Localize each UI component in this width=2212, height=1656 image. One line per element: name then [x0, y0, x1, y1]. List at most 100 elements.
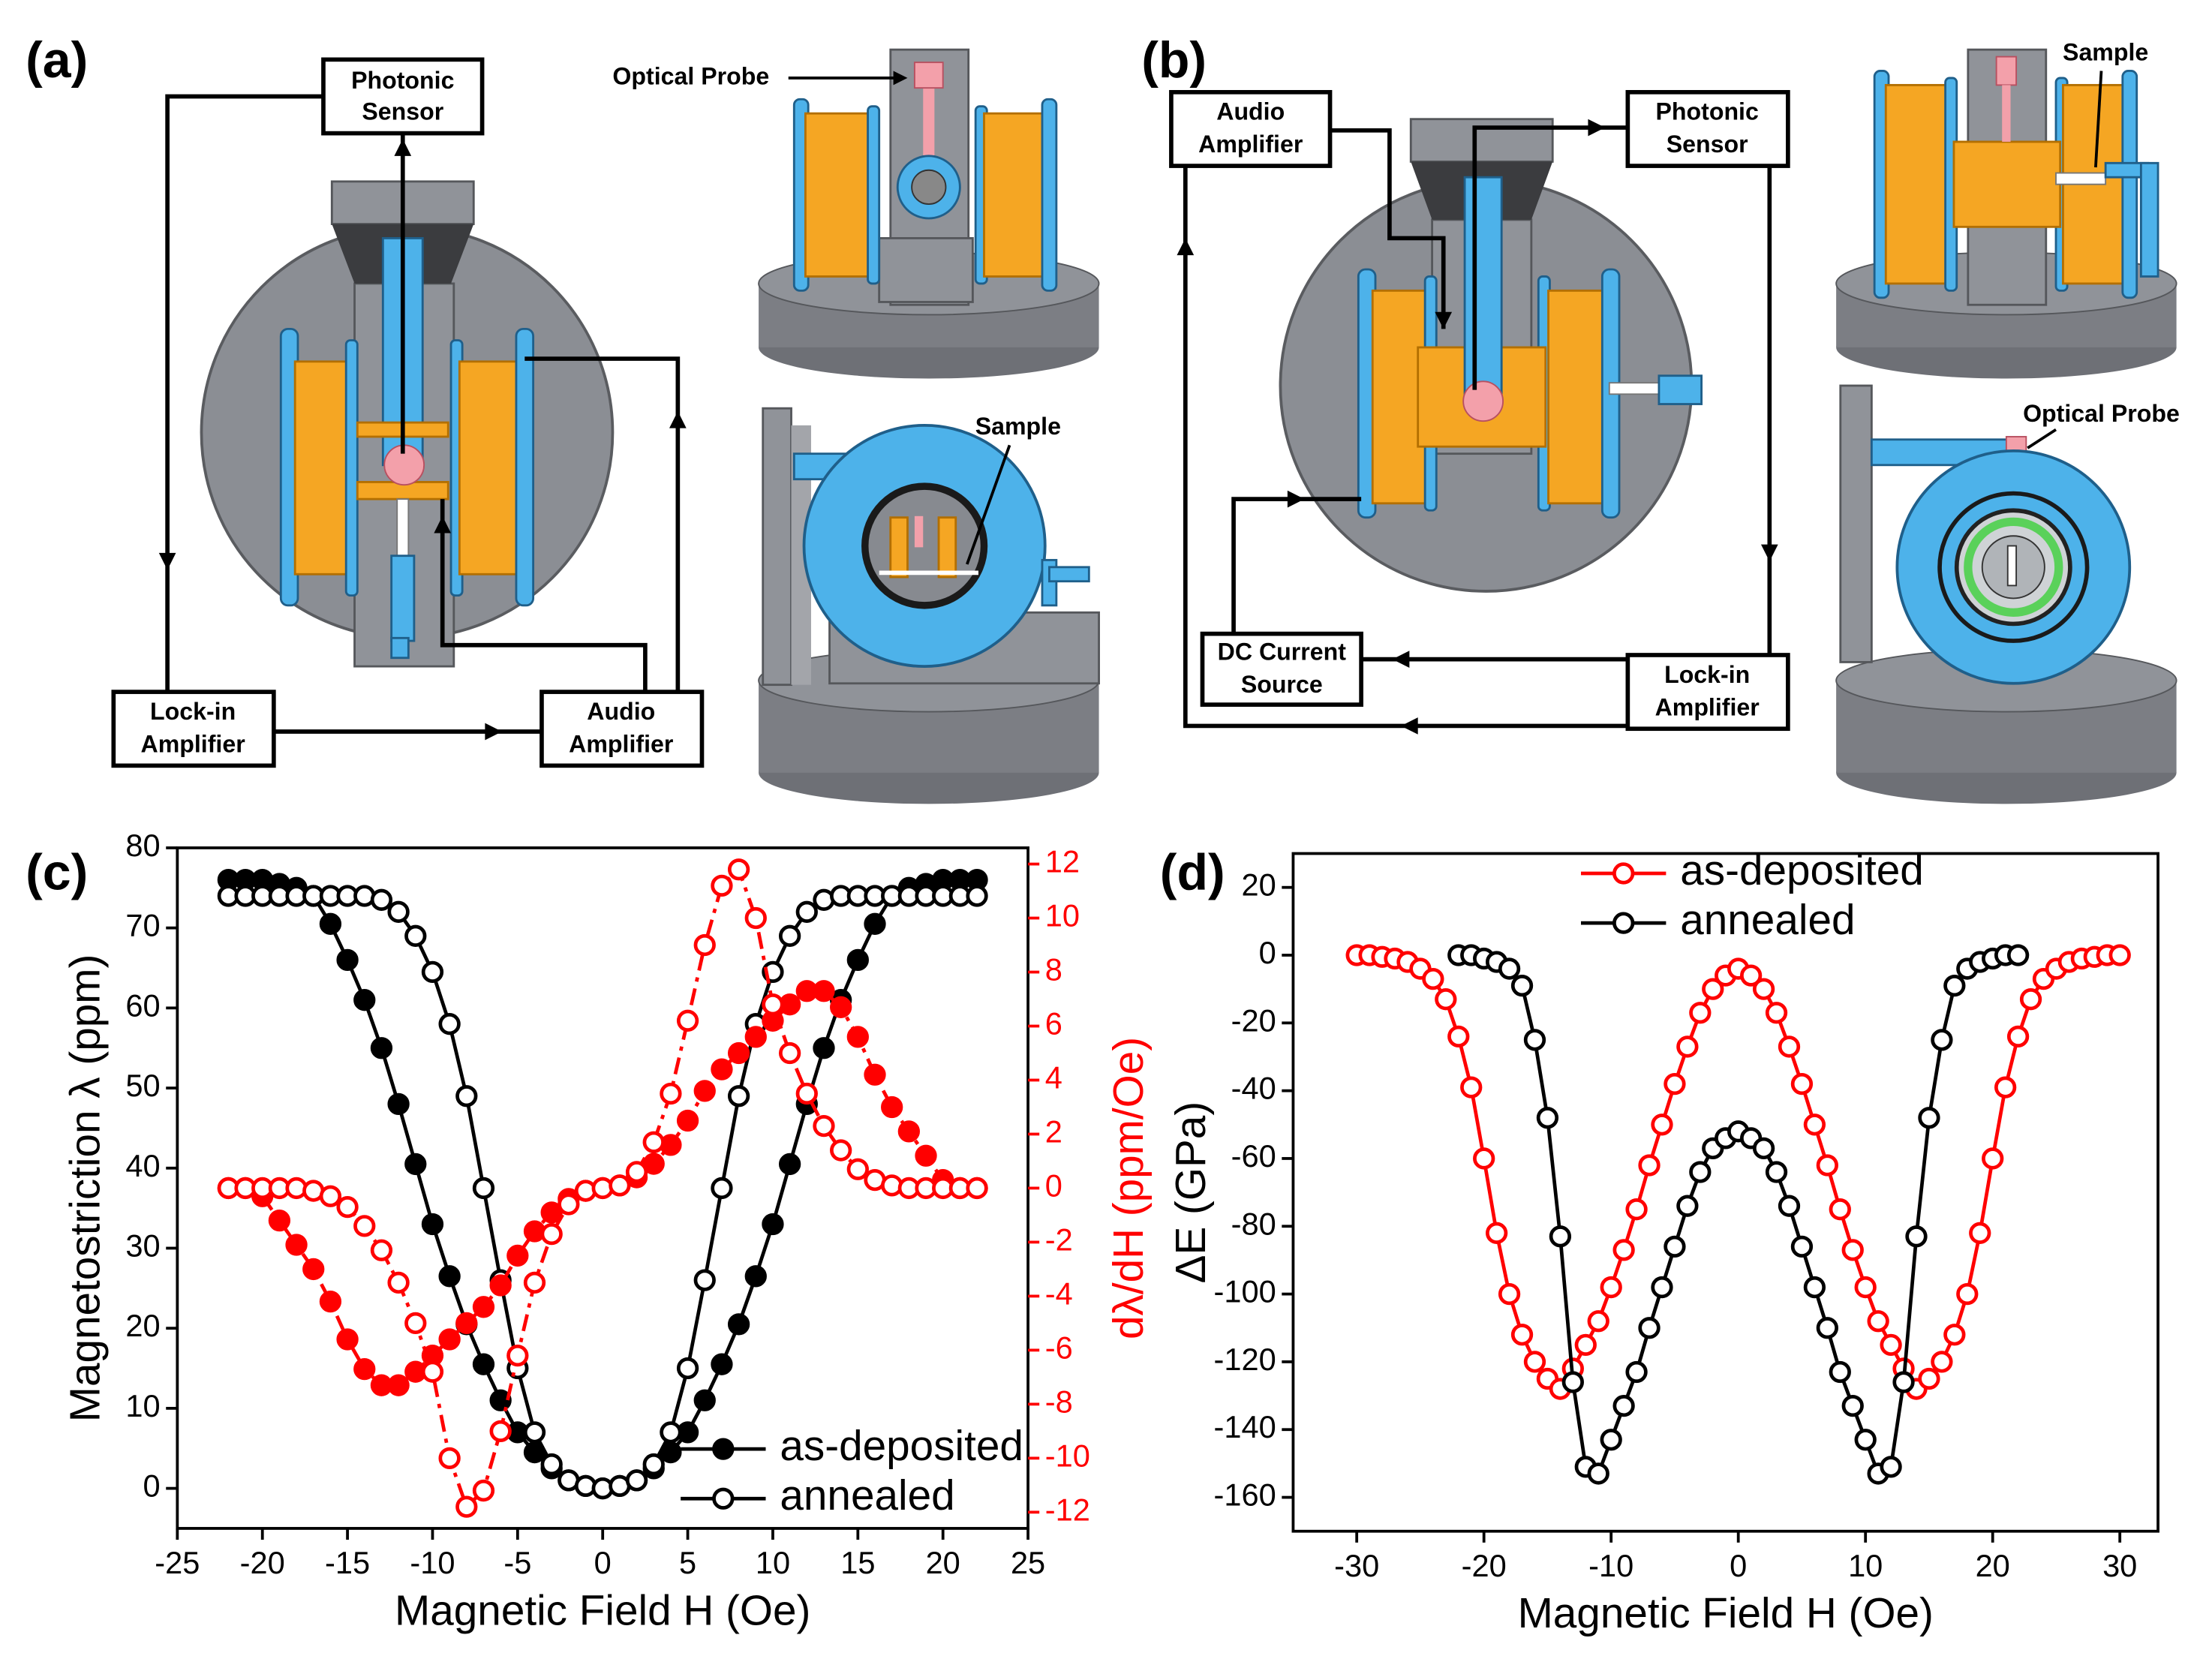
wires-a-part — [394, 139, 412, 156]
device-a-side-part — [914, 515, 924, 548]
x-tick-label: -5 — [503, 1545, 531, 1580]
callout-arrow — [2027, 428, 2057, 449]
y-tick-label: 10 — [125, 1388, 160, 1423]
y-tick-label: 20 — [125, 1308, 160, 1343]
data-point — [1600, 1429, 1622, 1451]
device-a-side-part — [762, 407, 792, 687]
data-point — [558, 1193, 580, 1216]
box-label: DC Current — [1218, 639, 1347, 666]
data-point — [336, 948, 359, 971]
data-point — [540, 1453, 563, 1476]
data-point — [1969, 1222, 1991, 1244]
data-point — [489, 1389, 512, 1411]
data-point — [1854, 1429, 1877, 1451]
x-tick-label: 0 — [1730, 1548, 1747, 1583]
data-point — [1625, 1198, 1648, 1221]
setup-a-part — [293, 360, 353, 576]
y2-tick-label: 6 — [1045, 1005, 1062, 1041]
data-point — [966, 885, 988, 907]
data-point — [676, 1357, 699, 1380]
data-point — [506, 1344, 529, 1367]
data-point — [1689, 1002, 1712, 1024]
wires-b-part — [1472, 125, 1628, 390]
box-label: Amplifier — [1198, 131, 1303, 158]
data-point — [915, 1144, 937, 1167]
data-point — [1790, 1235, 1814, 1258]
data-point — [1854, 1276, 1877, 1299]
x-axis-title: Magnetic Field H (Oe) — [395, 1587, 810, 1634]
data-point — [778, 1041, 801, 1065]
wires-a-part — [440, 499, 648, 693]
data-point — [1510, 974, 1534, 997]
data-point — [864, 1063, 886, 1086]
data-point — [676, 1109, 699, 1132]
setup-a-part — [515, 327, 535, 607]
wires-a — [158, 94, 687, 741]
data-point — [1498, 1282, 1521, 1306]
data-point — [319, 912, 342, 935]
data-point — [1739, 964, 1763, 987]
data-point — [795, 900, 818, 923]
panel-label: (d) — [1160, 844, 1225, 901]
data-point — [1676, 1035, 1699, 1058]
data-point — [421, 960, 444, 983]
data-point — [1638, 1154, 1661, 1177]
setup-b-part — [1463, 176, 1503, 405]
box-audio — [1169, 89, 1333, 168]
data-point — [489, 1274, 512, 1297]
device-a-side-part — [1048, 566, 1090, 583]
x-tick-label: -15 — [325, 1545, 370, 1580]
data-point — [404, 1153, 427, 1176]
y-tick-label: 50 — [125, 1068, 160, 1103]
data-point — [693, 1269, 716, 1291]
y2-tick-label: 12 — [1045, 844, 1080, 879]
data-point — [625, 1469, 648, 1492]
data-point — [693, 1080, 716, 1102]
data-point — [2006, 944, 2030, 966]
y-tick-label: 80 — [125, 828, 160, 863]
x-tick-label: 10 — [756, 1545, 790, 1580]
y-tick-label: 60 — [125, 987, 160, 1023]
data-point — [795, 1082, 818, 1105]
data-point — [1803, 1276, 1826, 1299]
data-point — [813, 980, 835, 1002]
legend-label: as-deposited — [780, 1423, 1023, 1470]
data-point — [676, 1009, 699, 1032]
setup-b-part — [1462, 380, 1504, 422]
y2-tick-label: -6 — [1045, 1330, 1073, 1365]
data-point — [2019, 988, 2042, 1011]
x-tick-label: 0 — [594, 1545, 612, 1580]
data-point — [387, 900, 410, 923]
box-label: Lock-in — [150, 698, 236, 725]
box-label: Sensor — [362, 98, 443, 125]
data-point — [1676, 1195, 1699, 1217]
y2-axis-title: dλ/dH (ppm/Oe) — [1105, 1037, 1153, 1339]
data-point — [830, 1139, 852, 1162]
data-point — [711, 1058, 733, 1080]
data-point — [1574, 1333, 1597, 1356]
setup-a-part — [390, 636, 410, 660]
device-a-front-part — [983, 112, 1048, 278]
data-point — [1778, 1035, 1801, 1058]
data-point — [966, 1177, 988, 1200]
data-point — [455, 1085, 478, 1108]
data-point — [1918, 1107, 1940, 1129]
data-point — [1931, 1029, 1953, 1051]
data-point — [1956, 1282, 1979, 1306]
callout-arrow — [893, 71, 908, 86]
device-a-front — [758, 48, 1100, 379]
callout-label: Sample — [975, 413, 1061, 440]
data-point — [1523, 1351, 1546, 1373]
data-point — [319, 1185, 342, 1207]
y2-tick-label: 0 — [1045, 1168, 1062, 1203]
y-tick-label: 30 — [125, 1228, 160, 1263]
data-point — [1435, 988, 1457, 1011]
device-a-front-part — [804, 112, 875, 278]
device-a-side-part — [889, 516, 909, 579]
y-tick-label: -120 — [1214, 1342, 1276, 1377]
data-point — [404, 924, 427, 947]
x-tick-label: 25 — [1011, 1545, 1045, 1580]
data-point — [1422, 967, 1444, 990]
callout-label: Optical Probe — [2023, 400, 2180, 427]
device-b-front — [1835, 48, 2177, 379]
